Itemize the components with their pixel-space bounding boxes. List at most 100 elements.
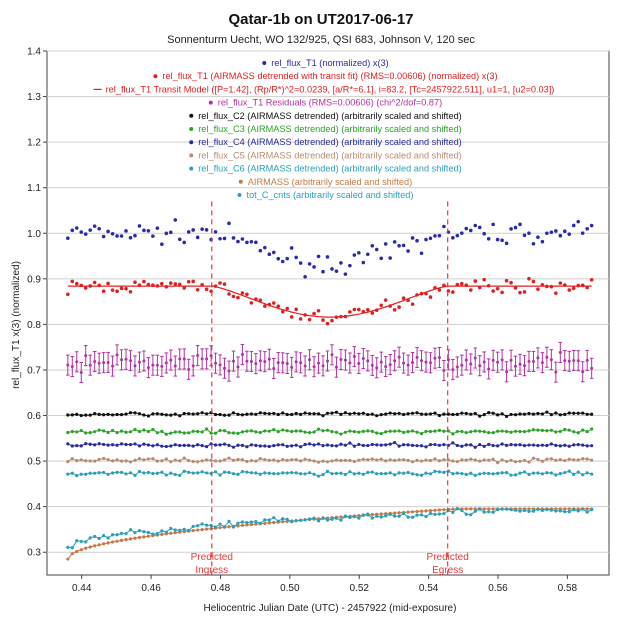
data-point xyxy=(321,269,325,274)
data-point xyxy=(254,522,258,526)
data-point xyxy=(182,527,186,531)
data-point xyxy=(504,443,509,447)
data-point xyxy=(527,443,531,447)
data-point xyxy=(70,279,75,284)
data-point xyxy=(406,470,410,475)
data-point xyxy=(424,412,428,416)
data-point xyxy=(205,357,209,361)
data-point xyxy=(410,411,415,415)
data-point xyxy=(415,444,419,448)
data-point xyxy=(536,287,540,292)
data-point xyxy=(93,544,97,548)
data-point xyxy=(124,472,128,476)
data-point xyxy=(509,358,513,362)
data-point xyxy=(375,414,379,418)
data-point xyxy=(522,290,527,294)
data-point xyxy=(451,290,455,294)
data-point xyxy=(393,359,397,363)
data-point xyxy=(513,429,518,433)
data-point xyxy=(468,288,473,292)
data-point xyxy=(128,471,133,475)
data-point xyxy=(209,458,213,462)
data-point xyxy=(536,471,540,475)
data-point xyxy=(325,428,330,432)
data-point xyxy=(205,427,209,431)
data-point xyxy=(460,429,464,434)
data-point xyxy=(200,357,204,361)
data-point xyxy=(79,472,83,476)
data-point xyxy=(83,286,88,290)
data-point xyxy=(383,298,388,302)
data-point xyxy=(415,355,419,359)
data-point xyxy=(522,430,527,434)
data-point xyxy=(357,430,361,434)
y-axis-ticks: 0.3 0.4 0.5 0.6 0.7 0.8 0.9 1.0 1.1 1.2 1.3 1.4 xyxy=(27,47,47,559)
data-point xyxy=(200,227,204,231)
data-point xyxy=(191,444,195,448)
data-point xyxy=(151,457,155,461)
data-point xyxy=(88,536,92,540)
data-point xyxy=(460,471,464,476)
data-point xyxy=(576,431,580,435)
data-point xyxy=(388,471,392,475)
data-point xyxy=(366,458,370,462)
data-point xyxy=(186,230,191,234)
data-point xyxy=(509,280,513,285)
data-point xyxy=(325,359,329,363)
data-point xyxy=(384,430,388,434)
data-point xyxy=(406,429,410,434)
data-point xyxy=(97,361,101,365)
data-point xyxy=(97,457,101,461)
data-point xyxy=(276,361,280,365)
transit-model-line xyxy=(67,285,592,318)
data-point xyxy=(496,444,500,448)
data-point xyxy=(554,473,558,477)
data-point xyxy=(303,364,307,368)
data-point xyxy=(222,442,227,446)
data-point xyxy=(115,443,119,447)
data-point xyxy=(263,518,267,522)
data-point xyxy=(137,360,141,364)
data-point xyxy=(361,411,365,415)
data-point xyxy=(187,470,191,474)
data-point xyxy=(402,471,406,475)
y-tick-label: 1.0 xyxy=(27,229,41,240)
data-point xyxy=(419,432,424,436)
data-point xyxy=(486,236,491,241)
data-point xyxy=(496,507,500,512)
data-point xyxy=(213,431,218,435)
data-point xyxy=(263,458,267,462)
data-point xyxy=(70,429,74,434)
data-point xyxy=(146,282,151,287)
data-point xyxy=(455,459,459,464)
data-point xyxy=(160,364,164,368)
data-point xyxy=(388,442,392,446)
data-point xyxy=(281,471,285,475)
data-point xyxy=(137,457,142,461)
data-point xyxy=(200,522,204,526)
data-point xyxy=(558,444,562,448)
data-point xyxy=(249,520,253,524)
data-point xyxy=(352,514,356,519)
data-point xyxy=(460,508,464,513)
data-point xyxy=(352,307,357,312)
data-point xyxy=(178,357,182,361)
data-point xyxy=(558,458,562,462)
data-point xyxy=(370,513,374,517)
data-point xyxy=(276,430,280,434)
data-point xyxy=(401,296,406,300)
data-point xyxy=(272,458,276,462)
data-point xyxy=(531,279,536,284)
data-point xyxy=(128,359,132,363)
data-point xyxy=(451,459,455,463)
data-point xyxy=(411,361,415,365)
data-point xyxy=(562,229,567,234)
data-point xyxy=(420,359,424,363)
data-point xyxy=(478,507,482,511)
data-point xyxy=(106,430,110,435)
data-point xyxy=(218,459,222,463)
data-point xyxy=(509,473,513,477)
data-point xyxy=(142,413,146,417)
data-point xyxy=(410,510,415,514)
data-point xyxy=(536,457,540,462)
